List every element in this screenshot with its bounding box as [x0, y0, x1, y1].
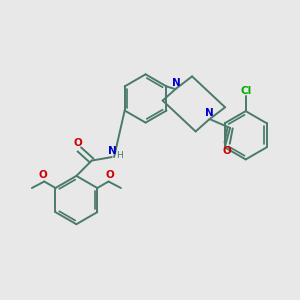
Text: O: O: [223, 146, 232, 156]
Text: N: N: [205, 109, 213, 118]
Text: O: O: [105, 170, 114, 180]
Text: O: O: [39, 170, 47, 180]
Text: O: O: [74, 138, 82, 148]
Text: N: N: [108, 146, 116, 156]
Text: H: H: [116, 151, 122, 160]
Text: N: N: [172, 78, 180, 88]
Text: Cl: Cl: [240, 86, 251, 96]
